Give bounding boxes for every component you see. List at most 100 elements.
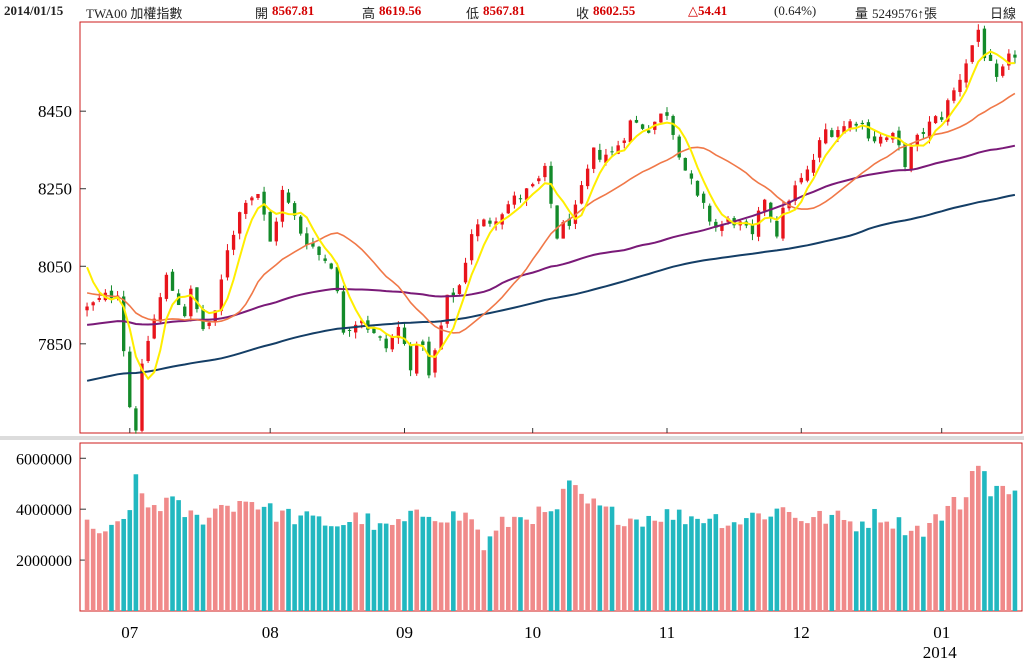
- panel-divider: [0, 436, 1024, 440]
- candle-body: [292, 203, 297, 216]
- volume-bar: [884, 521, 890, 611]
- volume-bar: [475, 529, 481, 611]
- volume-bar: [792, 517, 798, 611]
- volume-bar: [365, 513, 371, 611]
- close-value: 8602.55: [593, 3, 636, 18]
- candle-body: [256, 194, 260, 198]
- candle-body: [701, 193, 706, 203]
- change-value: △54.41: [688, 3, 728, 18]
- volume-bar: [304, 511, 310, 611]
- candle-body: [579, 185, 584, 204]
- volume-bar: [756, 513, 761, 611]
- candle-body: [494, 221, 498, 225]
- volume-bar: [145, 507, 151, 611]
- volume-bar: [298, 515, 304, 611]
- candle-body: [537, 178, 541, 182]
- candle-body: [1013, 54, 1017, 58]
- candle-body: [634, 119, 639, 123]
- x-tick-label: 12: [793, 623, 810, 642]
- volume-bar: [921, 536, 926, 611]
- volume-bar: [676, 509, 682, 611]
- volume-bar: [512, 516, 517, 611]
- candle-body: [390, 336, 394, 350]
- candle-body: [122, 296, 126, 352]
- volume-bar: [96, 533, 102, 611]
- candle-body: [518, 198, 523, 200]
- ma20-line: [86, 92, 1016, 334]
- candle-body: [689, 173, 694, 179]
- volume-bar: [554, 509, 560, 611]
- candle-body: [616, 145, 620, 154]
- volume-bar: [963, 497, 969, 611]
- candle-body: [927, 121, 932, 138]
- ma120-line: [86, 193, 1016, 382]
- volume-bar: [432, 521, 438, 611]
- volume-bar: [328, 526, 334, 611]
- ma5-line: [86, 50, 1015, 381]
- volume-bar: [212, 508, 218, 611]
- candle-body: [628, 120, 633, 143]
- x-tick-label: 09: [396, 623, 413, 642]
- candle-body: [933, 116, 938, 124]
- volume-bar: [573, 485, 578, 611]
- candle-body: [323, 258, 327, 261]
- volume-bar: [731, 522, 737, 611]
- volume-bar: [444, 522, 450, 611]
- volume-bar: [811, 517, 816, 611]
- candle-body: [830, 130, 834, 137]
- candle-body: [885, 137, 889, 141]
- volume-bar: [286, 508, 291, 611]
- volume-bar: [695, 518, 700, 611]
- volume-bar: [121, 518, 126, 611]
- candle-body: [353, 324, 358, 333]
- volume-bar: [994, 485, 999, 611]
- candle-body: [976, 29, 980, 42]
- candle-body: [793, 185, 797, 201]
- volume-bar: [628, 518, 633, 611]
- volume-bar: [127, 510, 133, 611]
- volume-bar: [1000, 485, 1006, 611]
- candle-body: [561, 222, 565, 239]
- candle-body: [677, 136, 681, 158]
- candle-body: [665, 112, 669, 116]
- candle-body: [695, 180, 700, 196]
- volume-bar: [719, 528, 725, 611]
- candle-body: [451, 292, 456, 297]
- volume-bar: [463, 512, 468, 611]
- volume-bar: [389, 524, 395, 611]
- volume-bar: [237, 500, 242, 611]
- candle-body: [176, 293, 181, 306]
- volume-y-label: 6000000: [16, 451, 72, 468]
- volume-bar: [560, 488, 566, 611]
- candle-body: [427, 341, 431, 376]
- candle-body: [683, 157, 687, 171]
- volume-bar: [762, 519, 767, 611]
- candle-body: [872, 136, 877, 142]
- volume-bar: [255, 509, 261, 611]
- volume-bar: [438, 522, 444, 611]
- candle-body: [469, 234, 474, 261]
- volume-bar: [158, 511, 163, 611]
- volume-y-label: 4000000: [16, 502, 72, 519]
- volume-bar: [933, 514, 938, 611]
- volume-bar: [383, 523, 389, 611]
- candle-body: [500, 214, 504, 225]
- candle-body: [946, 100, 950, 122]
- volume-bar: [591, 498, 597, 611]
- volume-bar: [640, 526, 645, 611]
- candle-body: [964, 63, 968, 83]
- volume-bar: [249, 502, 255, 611]
- volume-bar: [548, 511, 554, 611]
- candle-body: [225, 250, 230, 278]
- candle-body: [360, 320, 364, 324]
- volume-bar: [274, 521, 279, 611]
- ma60-line: [86, 144, 1016, 326]
- close-label: 收: [576, 6, 590, 21]
- candle-body: [598, 149, 602, 160]
- candle-body: [140, 363, 144, 431]
- volume-bar: [579, 493, 584, 611]
- volume-bar: [115, 521, 120, 611]
- price-y-label: 7850: [38, 335, 72, 354]
- volume-bar: [377, 523, 383, 611]
- volume-bar: [829, 514, 835, 611]
